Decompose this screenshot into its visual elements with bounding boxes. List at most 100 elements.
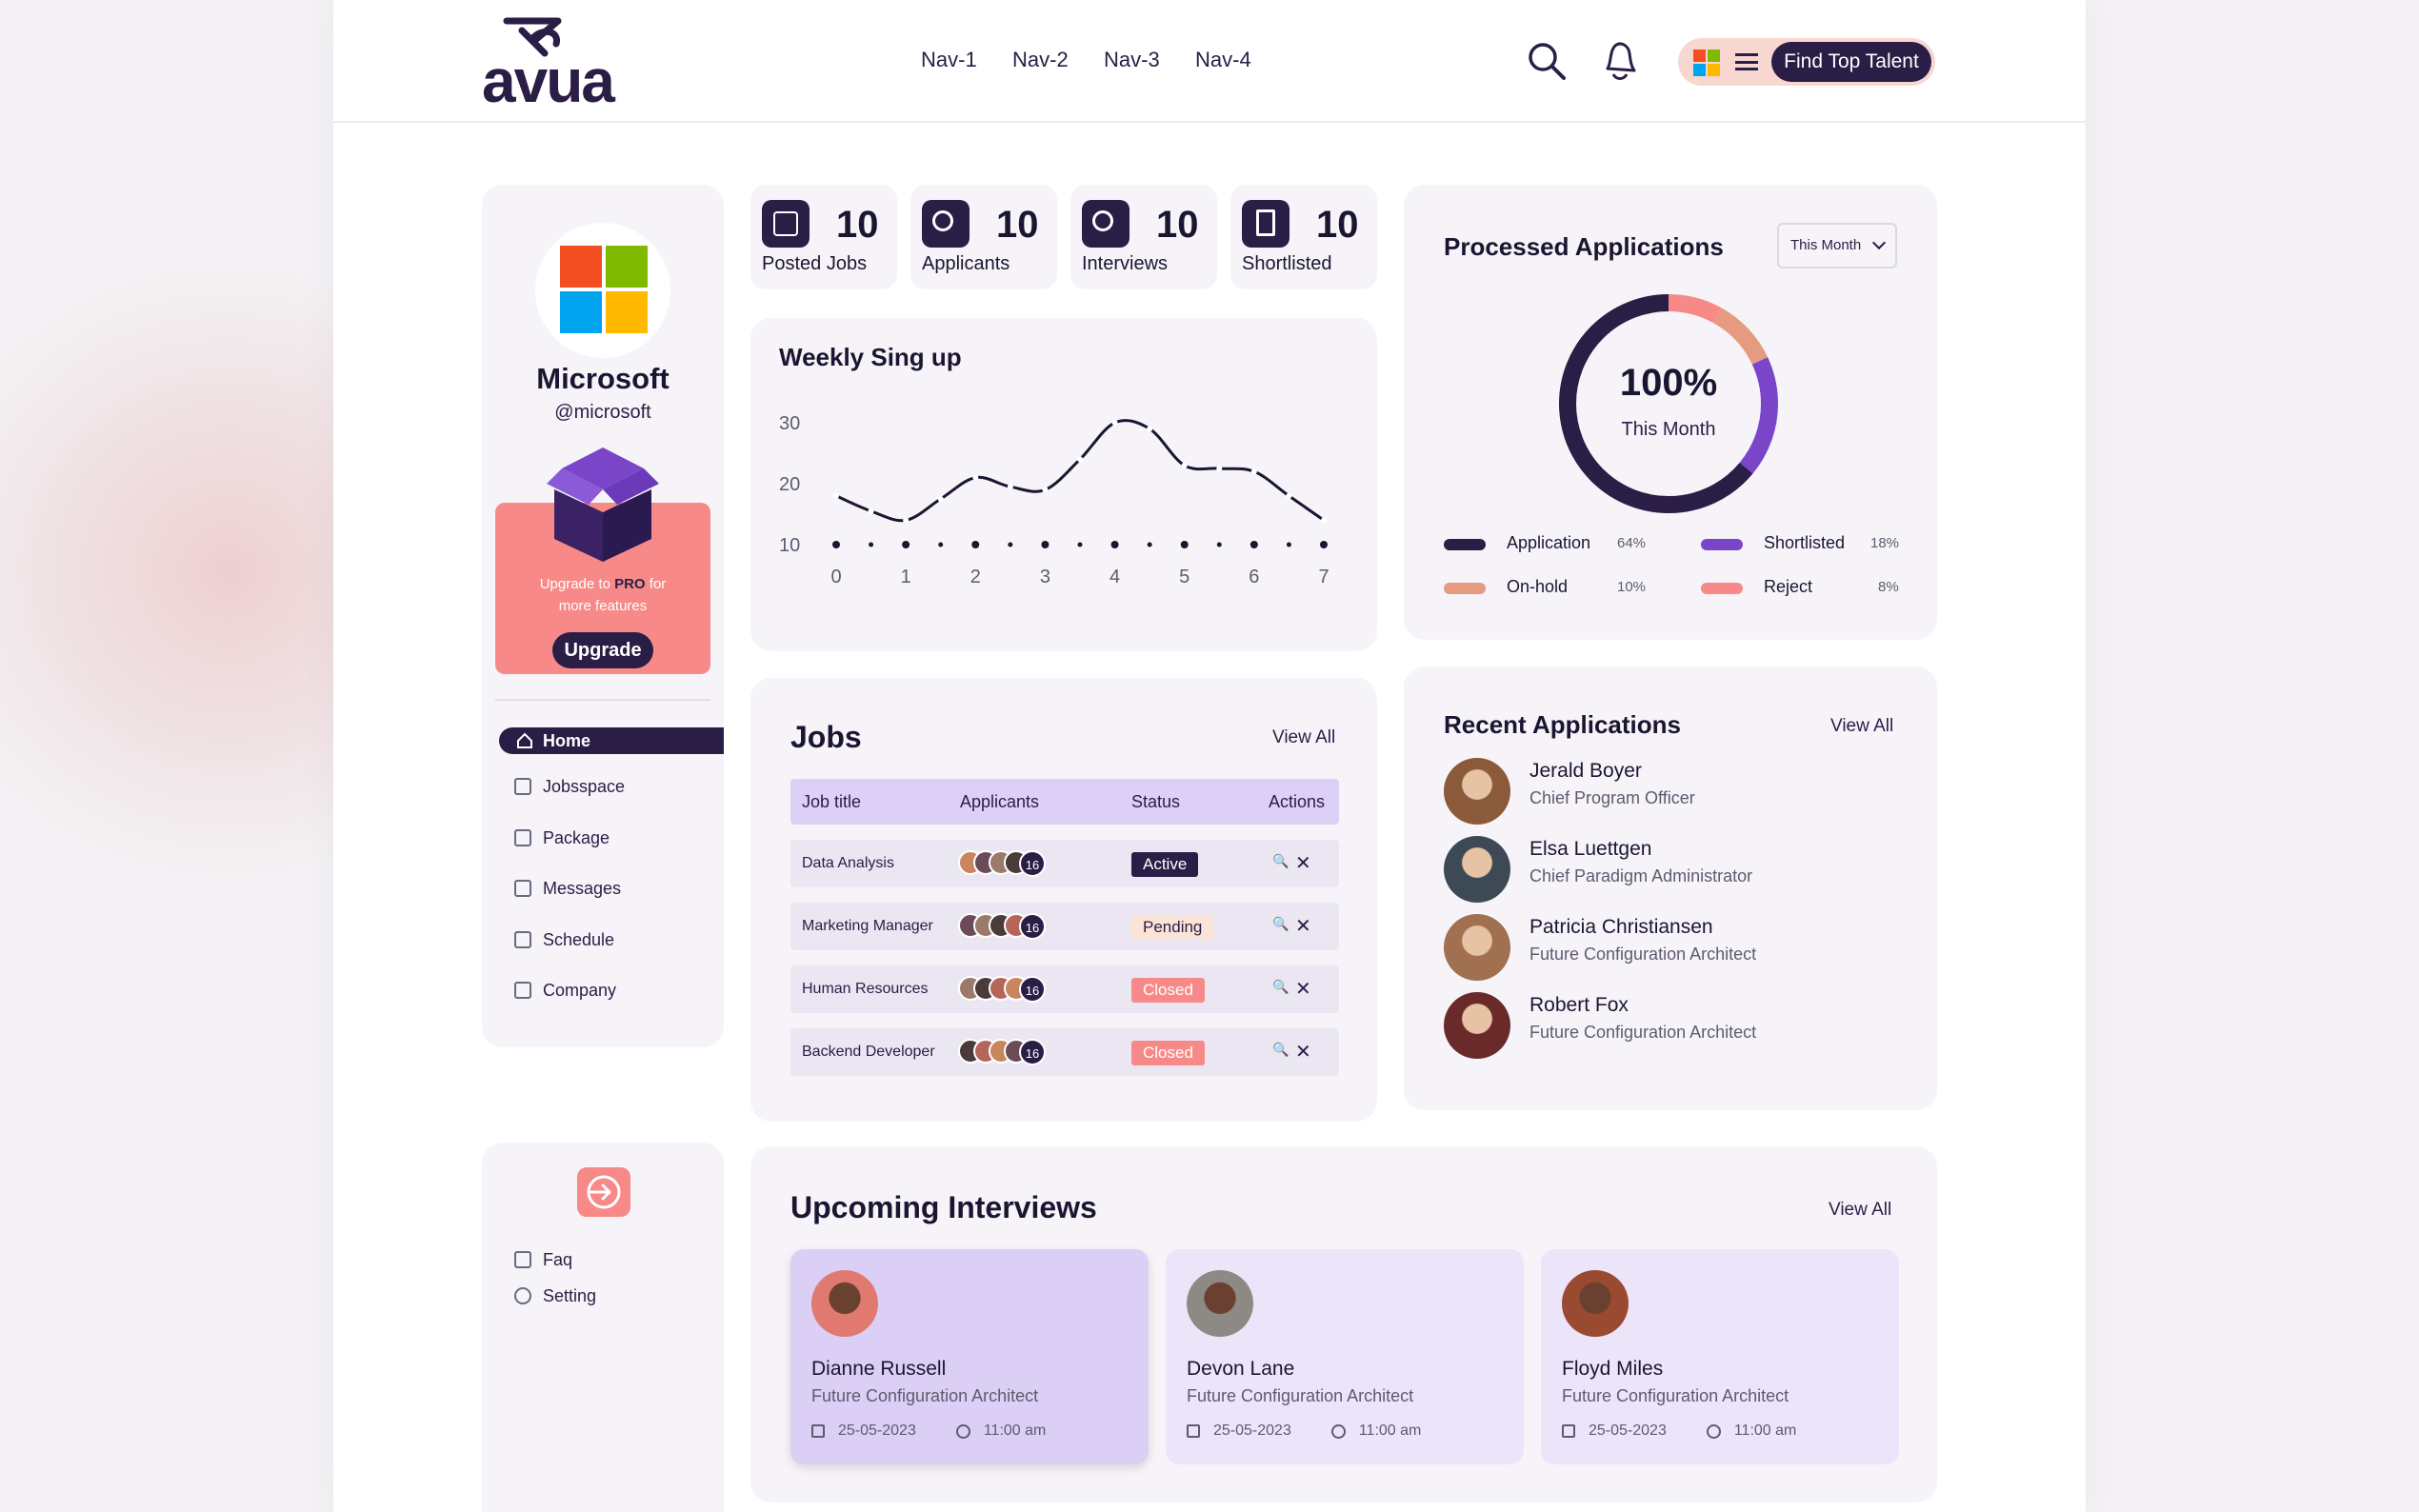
sidebar-label: Faq [543, 1249, 573, 1269]
baseline-dot [1008, 542, 1013, 547]
app-window: avua Nav-1 Nav-2 Nav-3 Nav-4 Find Top Ta… [333, 0, 2086, 1512]
stat-value: 10 [836, 204, 879, 246]
calendar-icon [811, 1424, 825, 1438]
nav-2[interactable]: Nav-2 [1012, 48, 1069, 71]
interview-datetime: 25-05-2023 11:00 am [811, 1422, 1046, 1440]
interviewee-role: Future Configuration Architect [1562, 1386, 1789, 1405]
interview-card[interactable]: Dianne Russell Future Configuration Archi… [790, 1249, 1149, 1464]
interviewee-name: Floyd Miles [1562, 1358, 1664, 1380]
applicant-name[interactable]: Elsa Luettgen [1529, 838, 1652, 860]
nav-3[interactable]: Nav-3 [1104, 48, 1160, 71]
stat-interviews[interactable]: 10 Interviews [1070, 185, 1217, 289]
x-tick-label: 6 [1249, 567, 1259, 587]
signup-point [833, 492, 839, 499]
close-icon[interactable]: ✕ [1295, 979, 1311, 1000]
stat-applicants[interactable]: 10 Applicants [910, 185, 1057, 289]
applicants-icon [922, 200, 970, 248]
legend-pct: 18% [1870, 535, 1900, 551]
job-title-cell: Backend Developer [802, 1044, 935, 1060]
calendar-icon [514, 931, 531, 948]
view-icon[interactable]: 🔍 [1272, 916, 1289, 931]
donut-center-label: This Month [1621, 419, 1716, 440]
sidebar-item-package[interactable]: Package [503, 824, 610, 852]
interviews-view-all-link[interactable]: View All [1829, 1200, 1892, 1220]
shortlisted-icon [1242, 200, 1289, 248]
faq-icon [514, 1251, 531, 1268]
upcoming-interviews-card: Upcoming Interviews View All Dianne Russ… [750, 1146, 1937, 1502]
logout-button[interactable] [577, 1167, 630, 1217]
job-title-cell: Marketing Manager [802, 918, 933, 934]
interview-card[interactable]: Devon Lane Future Configuration Architect… [1166, 1249, 1524, 1464]
logo-wordmark[interactable]: avua [482, 47, 615, 115]
sidebar-item-company[interactable]: Company [503, 976, 616, 1005]
sidebar-item-messages[interactable]: Messages [503, 874, 621, 903]
column-header: Job title [802, 792, 862, 811]
applicant-count-badge: 16 [1019, 1039, 1046, 1065]
signup-point [1042, 487, 1049, 493]
table-row[interactable]: Marketing Manager 16 Pending 🔍 ✕ [790, 903, 1339, 950]
table-row[interactable]: Backend Developer 16 Closed 🔍 ✕ [790, 1028, 1339, 1076]
company-avatar [535, 223, 670, 358]
company-name: Microsoft [536, 362, 670, 395]
applicant-count-badge: 16 [1019, 976, 1046, 1003]
sidebar-label: Messages [543, 878, 622, 898]
applicant-name[interactable]: Jerald Boyer [1529, 760, 1642, 782]
close-icon[interactable]: ✕ [1295, 853, 1311, 874]
avatar [1187, 1270, 1253, 1337]
jobs-view-all-link[interactable]: View All [1272, 727, 1336, 747]
signup-point [1111, 420, 1118, 426]
sidebar-item-faq[interactable]: Faq [503, 1245, 572, 1274]
interviewee-role: Future Configuration Architect [1187, 1386, 1414, 1405]
signup-point [1216, 466, 1223, 471]
legend-pct: 10% [1617, 579, 1647, 595]
clock-icon [955, 1423, 970, 1439]
nav-1[interactable]: Nav-1 [921, 48, 977, 71]
interviews-icon [1082, 200, 1130, 248]
find-top-talent-button[interactable]: Find Top Talent [1771, 42, 1931, 82]
divider [495, 699, 710, 701]
weekly-signup-card: Weekly Sing up 10 20 30 0 1 2 3 4 5 6 7 [750, 318, 1377, 651]
applicant-name[interactable]: Robert Fox [1529, 994, 1629, 1016]
applicant-role: Future Configuration Architect [1529, 945, 1757, 964]
month-filter-select[interactable]: This Month [1777, 223, 1897, 269]
menu-icon[interactable] [1735, 53, 1758, 70]
interview-card[interactable]: Floyd Miles Future Configuration Architec… [1541, 1249, 1899, 1464]
stat-shortlisted[interactable]: 10 Shortlisted [1230, 185, 1377, 289]
search-icon[interactable] [1526, 40, 1568, 82]
stat-posted-jobs[interactable]: 10 Posted Jobs [750, 185, 897, 289]
table-row[interactable]: Data Analysis 16 Active 🔍 ✕ [790, 840, 1339, 887]
recent-view-all-link[interactable]: View All [1830, 716, 1894, 736]
sidebar-item-jobsspace[interactable]: Jobsspace [503, 772, 625, 801]
view-icon[interactable]: 🔍 [1272, 1042, 1289, 1057]
legend-label: Application [1507, 533, 1591, 552]
upgrade-button[interactable]: Upgrade [552, 632, 653, 668]
avua-logo-icon [503, 17, 562, 57]
account-switcher[interactable]: Find Top Talent [1678, 38, 1935, 86]
column-header: Actions [1269, 792, 1326, 811]
interview-date: 25-05-2023 [1213, 1422, 1291, 1439]
baseline-dot [1320, 541, 1328, 548]
y-tick-label: 20 [779, 474, 800, 495]
y-tick-label: 10 [779, 535, 800, 556]
interview-time: 11:00 am [1358, 1422, 1422, 1439]
jobs-card: Jobs View All Job title Applicants Statu… [750, 678, 1377, 1122]
interviewee-name: Dianne Russell [811, 1358, 947, 1380]
legend-swatch-onhold [1444, 583, 1486, 594]
bell-icon[interactable] [1600, 38, 1638, 82]
table-row[interactable]: Human Resources 16 Closed 🔍 ✕ [790, 965, 1339, 1013]
column-header: Applicants [960, 792, 1040, 811]
applicant-name[interactable]: Patricia Christiansen [1529, 916, 1713, 938]
signup-point [937, 496, 944, 502]
close-icon[interactable]: ✕ [1295, 1042, 1311, 1063]
view-icon[interactable]: 🔍 [1272, 979, 1289, 994]
close-icon[interactable]: ✕ [1295, 916, 1311, 937]
nav-4[interactable]: Nav-4 [1195, 48, 1251, 71]
status-badge: Closed [1131, 1041, 1205, 1065]
sidebar-item-schedule[interactable]: Schedule [503, 925, 614, 954]
sidebar-item-home[interactable]: Home [503, 726, 590, 755]
baseline-dot [938, 542, 944, 547]
view-icon[interactable]: 🔍 [1272, 853, 1289, 868]
promo-text: Upgrade to PRO for more features [539, 576, 667, 614]
package-box-icon [547, 448, 659, 562]
sidebar-item-setting[interactable]: Setting [503, 1282, 596, 1310]
